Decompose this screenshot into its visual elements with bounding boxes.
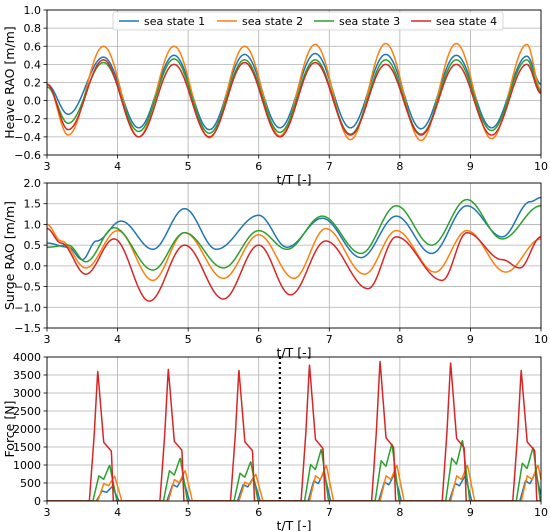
y-tick-label: 1.5 (24, 198, 42, 211)
x-tick-label: 5 (185, 506, 192, 519)
x-tick-label: 7 (326, 333, 333, 346)
x-tick-label: 4 (114, 160, 121, 173)
x-tick-label: 4 (114, 333, 121, 346)
legend-label-sea-state-4: sea state 4 (436, 15, 497, 28)
y-tick-label: 2.0 (24, 177, 42, 190)
subplot-2: 3 4 5 6 7 8 9 10 −1.5 −1.0 −0.5 0.0 0.5 1.0 1.5 2.0 t/T … (2, 177, 548, 360)
y-tick-label: 2000 (13, 423, 41, 436)
axes-frame (46, 356, 542, 502)
x-tick-label: 9 (467, 506, 474, 519)
x-tick-label: 5 (185, 333, 192, 346)
series-line-sea-state-4 (47, 360, 541, 501)
x-tick-label: 10 (534, 160, 548, 173)
y-axis-label: Force [N] (2, 401, 17, 458)
axes-frame (46, 182, 542, 329)
y-axis-label: Surge RAO [m/m] (2, 201, 17, 310)
y-tick-label: 0.2 (24, 77, 42, 90)
series-line-sea-state-2 (47, 464, 541, 501)
x-tick-label: 9 (467, 160, 474, 173)
y-tick-label: −0.5 (14, 281, 41, 294)
y-tick-label: −1.5 (14, 322, 41, 335)
y-axis-label: Heave RAO [m/m] (2, 26, 17, 138)
legend-label-sea-state-1: sea state 1 (144, 15, 205, 28)
x-tick-label: 3 (44, 160, 51, 173)
x-tick-label: 9 (467, 333, 474, 346)
series-line-sea-state-4 (47, 227, 541, 302)
y-tick-label: −0.4 (14, 131, 41, 144)
plot-area (47, 196, 541, 302)
y-tick-label: 0.0 (24, 95, 42, 108)
x-axis-label: t/T [-] (277, 345, 312, 360)
x-tick-label: 7 (326, 160, 333, 173)
y-tick-label: 4000 (13, 351, 41, 364)
series-line-sea-state-3 (47, 439, 541, 501)
y-tick-label: 1.0 (24, 218, 42, 231)
series-line-sea-state-3 (47, 198, 541, 271)
y-tick-label: 0 (34, 495, 41, 508)
legend-label-sea-state-2: sea state 2 (242, 15, 303, 28)
y-tick-label: 0.6 (24, 40, 42, 53)
x-tick-label: 8 (396, 160, 403, 173)
y-tick-label: 1500 (13, 441, 41, 454)
y-tick-label: 2500 (13, 405, 41, 418)
x-tick-label: 6 (255, 160, 262, 173)
series-line-sea-state-1 (47, 196, 541, 261)
subplot-1: 3 4 5 6 7 8 9 10 −0.6 −0.4 −0.2 0.0 0.2 0.4 0.6 0.8 1.0 t… (2, 4, 548, 187)
y-tick-label: −0.6 (14, 149, 41, 162)
legend: sea state 1 sea state 2 sea state 3 sea sta… (112, 11, 504, 31)
y-tick-label: −0.2 (14, 113, 41, 126)
x-tick-label: 6 (255, 506, 262, 519)
y-tick-label: 500 (20, 477, 41, 490)
y-tick-label: 1000 (13, 459, 41, 472)
series-line-sea-state-1 (47, 471, 541, 501)
legend-box (112, 11, 504, 31)
y-tick-label: 1.0 (24, 4, 42, 17)
x-tick-label: 10 (534, 506, 548, 519)
x-tick-label: 5 (185, 160, 192, 173)
y-tick-label: 0.0 (24, 260, 42, 273)
y-tick-label: 0.5 (24, 239, 42, 252)
x-tick-label: 7 (326, 506, 333, 519)
y-tick-label: 0.8 (24, 22, 42, 35)
x-tick-label: 3 (44, 333, 51, 346)
y-tick-label: 0.4 (24, 58, 42, 71)
x-tick-label: 4 (114, 506, 121, 519)
legend-label-sea-state-3: sea state 3 (339, 15, 400, 28)
y-tick-label: −1.0 (14, 301, 41, 314)
x-axis-label: t/T [-] (277, 518, 312, 531)
x-tick-label: 8 (396, 333, 403, 346)
y-tick-label: 3500 (13, 369, 41, 382)
series-line-sea-state-3 (47, 58, 541, 135)
x-tick-label: 10 (534, 333, 548, 346)
series-line-sea-state-2 (47, 42, 541, 142)
x-tick-label: 8 (396, 506, 403, 519)
subplot-3: 3 4 5 6 7 8 9 10 0 500 1000 1500 2000 2500 3000 3500 400… (2, 351, 548, 531)
x-axis-label: t/T [-] (277, 172, 312, 187)
x-tick-label: 3 (44, 506, 51, 519)
y-tick-label: 3000 (13, 387, 41, 400)
x-tick-label: 6 (255, 333, 262, 346)
plot-area (47, 42, 541, 142)
axes-frame (46, 9, 542, 156)
series-line-sea-state-4 (47, 59, 541, 138)
plot-area (47, 360, 541, 501)
